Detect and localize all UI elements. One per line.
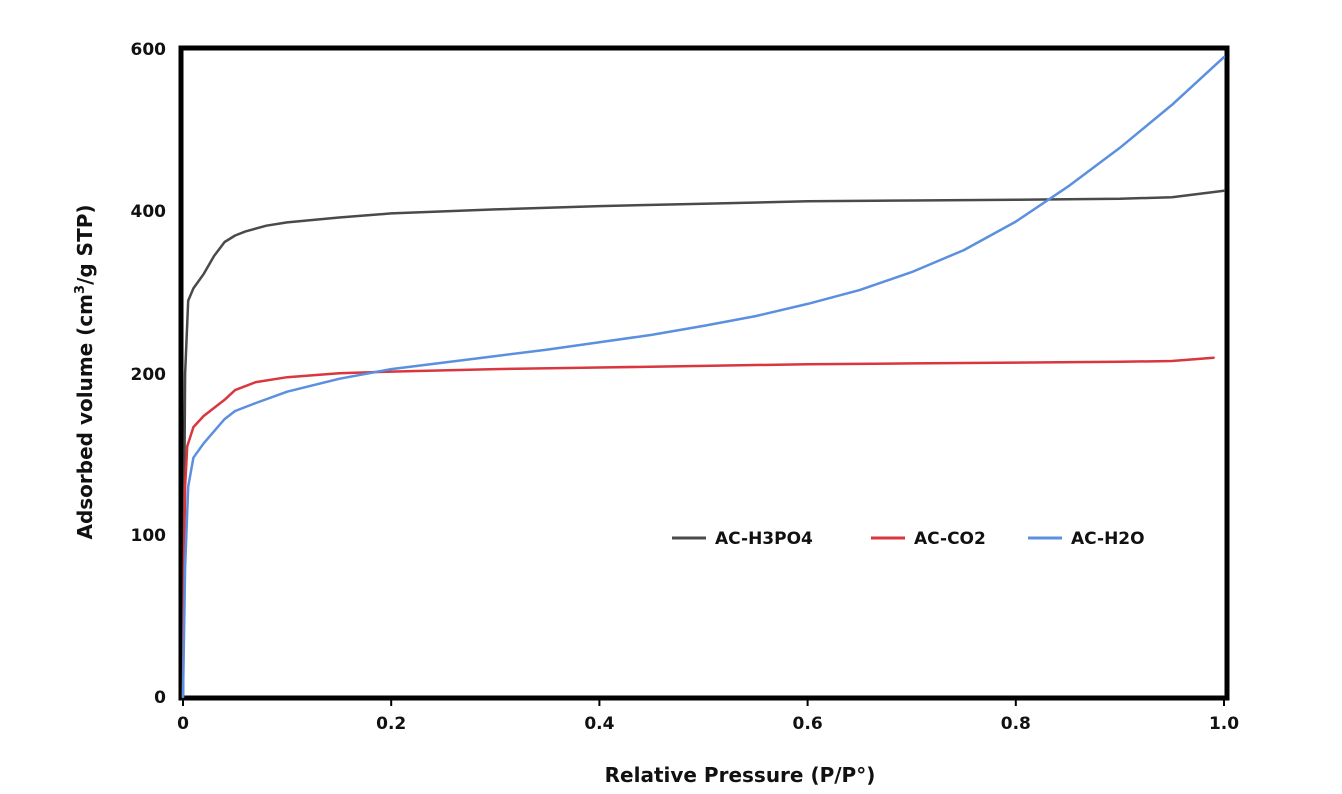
y-axis-title-tail: /g STP) xyxy=(73,204,97,284)
plot-frame xyxy=(178,45,1230,701)
y-tick-label: 0 xyxy=(154,688,166,708)
legend-label-ac-co2: AC-CO2 xyxy=(914,529,986,549)
series-line-ac-h2o xyxy=(181,55,1226,699)
y-tick-label: 400 xyxy=(131,202,167,222)
y-tick-label: 600 xyxy=(131,40,167,60)
series-line-ac-co2 xyxy=(181,356,1215,699)
x-tick-label: 1.0 xyxy=(1209,714,1239,734)
x-tick-label: 0.4 xyxy=(584,714,614,734)
legend-label-ac-h3po4: AC-H3PO4 xyxy=(715,529,813,549)
y-tick-label: 200 xyxy=(131,365,167,385)
y-axis-ticks: 0 100 200 400 600 xyxy=(131,40,167,708)
x-tick-label: 0.8 xyxy=(1001,714,1031,734)
series-group xyxy=(181,55,1226,699)
x-tick-label: 0 xyxy=(177,714,189,734)
x-axis-title: Relative Pressure (P/P°) xyxy=(605,763,876,787)
y-axis-title: Adsorbed volume (cm3/g STP) xyxy=(73,204,97,539)
x-tick-label: 0.2 xyxy=(376,714,406,734)
y-tick-label: 100 xyxy=(131,526,167,546)
x-tick-label: 0.6 xyxy=(793,714,823,734)
legend: AC-H3PO4 AC-CO2 AC-H2O xyxy=(672,529,1145,549)
y-axis-title-superscript: 3 xyxy=(73,285,88,294)
legend-label-ac-h2o: AC-H2O xyxy=(1071,529,1145,549)
series-line-ac-h3po4 xyxy=(181,189,1226,699)
y-axis-title-main: Adsorbed volume (cm xyxy=(73,294,97,540)
x-axis-ticks: 0 0.2 0.4 0.6 0.8 1.0 xyxy=(177,698,1239,734)
